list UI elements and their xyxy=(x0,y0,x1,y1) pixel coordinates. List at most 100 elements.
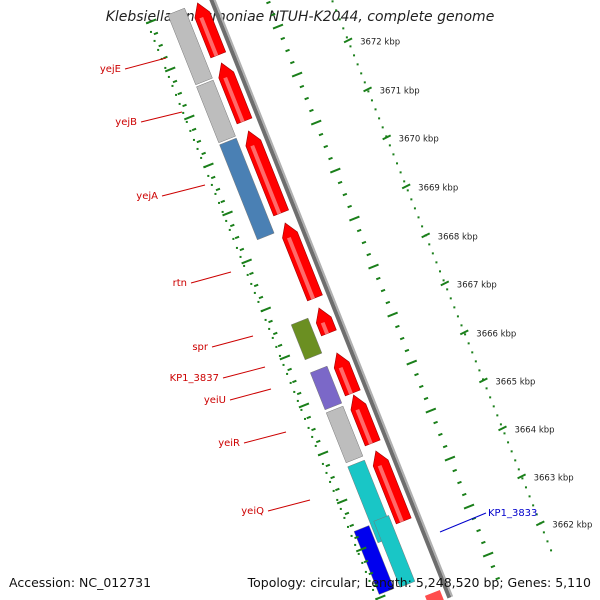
scale-label-tick xyxy=(343,37,353,44)
scale-dot xyxy=(342,27,345,30)
scale-tick xyxy=(380,288,386,293)
scale-tick xyxy=(177,91,183,96)
scale-dot xyxy=(375,597,378,600)
scale-tick xyxy=(363,559,369,564)
scale-tick xyxy=(336,498,348,505)
scale-tick xyxy=(330,475,335,480)
scale-dot xyxy=(325,471,328,474)
scale-dot xyxy=(331,0,334,3)
scale-tick xyxy=(163,55,168,60)
scale-tick xyxy=(258,295,264,300)
scale-tick xyxy=(337,180,343,185)
scale-dot xyxy=(396,162,399,165)
scale-dot xyxy=(185,120,188,123)
scale-tick xyxy=(310,119,322,126)
scale-dot xyxy=(196,147,199,150)
scale-ticks xyxy=(145,0,553,600)
reverse-gene-block xyxy=(290,317,323,361)
gene-label: yeiR xyxy=(218,438,240,449)
scale-tick xyxy=(438,432,443,437)
scale-dot xyxy=(399,171,402,174)
scale-dot xyxy=(361,561,364,564)
scale-tick xyxy=(347,204,353,209)
scale-label-tick xyxy=(421,232,431,239)
scale-dot xyxy=(207,174,210,177)
scale-dot xyxy=(467,342,470,345)
scale-dot xyxy=(275,345,278,348)
scale-tick xyxy=(239,247,245,252)
scale-dot xyxy=(388,144,391,147)
reverse-gene-block xyxy=(219,137,275,241)
scale-dot xyxy=(485,387,488,390)
scale-tick xyxy=(444,455,456,462)
scale-tick xyxy=(442,444,448,449)
gene-label: KP1_3833 xyxy=(488,508,537,519)
scale-dot xyxy=(385,135,388,138)
scale-dot xyxy=(261,309,264,312)
gene-highlight xyxy=(338,366,353,395)
leader-line xyxy=(124,57,167,70)
scale-dot xyxy=(499,423,502,426)
scale-tick xyxy=(285,48,290,53)
scale-dot xyxy=(164,66,167,69)
scale-tick xyxy=(272,331,278,336)
scale-dot xyxy=(311,435,314,438)
scale-dot xyxy=(210,183,213,186)
scale-tick xyxy=(323,144,329,149)
scale-tick xyxy=(387,311,398,318)
scale-label-tick xyxy=(363,86,373,93)
scale-dot xyxy=(517,468,520,471)
scale-tick xyxy=(328,156,333,161)
reverse-gene-block xyxy=(196,79,236,144)
accession-text: Accession: NC_012731 xyxy=(9,575,152,590)
scale-dot xyxy=(167,75,170,78)
scale-dot xyxy=(363,81,366,84)
leader-line xyxy=(229,388,272,401)
scale-dot xyxy=(214,192,217,195)
scale-tick xyxy=(215,187,221,192)
scale-tick xyxy=(222,210,233,217)
scale-dot xyxy=(264,318,267,321)
scale-dot xyxy=(153,39,156,42)
scale-tick xyxy=(366,252,372,257)
gene-highlight xyxy=(355,408,373,445)
gene-label: rtn xyxy=(173,278,187,289)
leader-line xyxy=(243,431,287,444)
scale-dot xyxy=(354,543,357,546)
scale-dot xyxy=(178,102,181,105)
scale-tick xyxy=(335,487,340,492)
scale-dot xyxy=(304,417,307,420)
scale-tick xyxy=(325,463,331,468)
gene-labels: yejE yejB yejA rtn spr KP1_3837 yeiU yeiR yeiQ KP… xyxy=(100,64,538,519)
leader-line xyxy=(190,271,232,284)
scale-tick xyxy=(318,132,324,137)
scale-dot xyxy=(228,228,231,231)
scale-dot xyxy=(286,372,289,375)
scale-dot xyxy=(221,210,224,213)
scale-dot xyxy=(157,48,160,51)
scale-dot xyxy=(329,480,332,483)
scale-dot xyxy=(146,21,149,24)
scale-tick xyxy=(191,127,197,132)
scale-label-tick xyxy=(498,425,507,432)
scale-label: 3671 kbp xyxy=(380,86,420,96)
scale-dot xyxy=(471,351,474,354)
scale-dot xyxy=(542,531,545,534)
scale-tick xyxy=(241,258,253,265)
scale-label-tick xyxy=(401,183,411,190)
scale-dot xyxy=(314,444,317,447)
leader-line xyxy=(439,512,487,533)
reverse-gene-block xyxy=(373,515,416,588)
gene-highlight xyxy=(223,76,245,123)
scale-tick xyxy=(210,175,216,180)
gene-label: yeiQ xyxy=(241,506,264,517)
scale-dot xyxy=(257,300,260,303)
scale-dot xyxy=(200,156,203,159)
scale-tick xyxy=(355,546,367,553)
scale-dot xyxy=(318,453,321,456)
scale-dot xyxy=(149,30,152,33)
scale-tick xyxy=(495,576,501,581)
scale-tick xyxy=(368,263,379,270)
scale-tick xyxy=(414,372,419,377)
scale-dot xyxy=(410,198,413,201)
